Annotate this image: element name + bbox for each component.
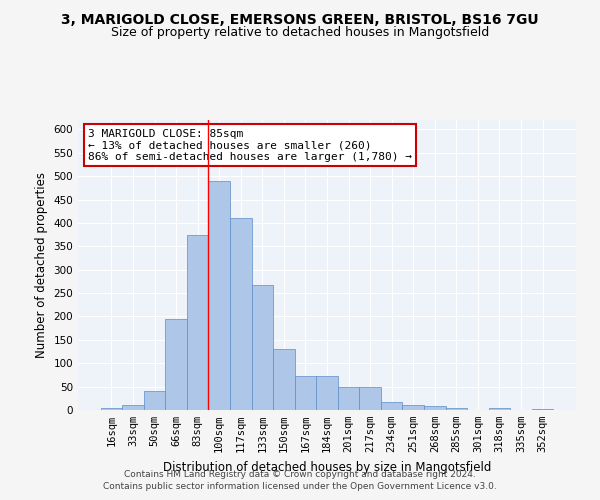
Bar xyxy=(122,406,144,410)
Bar xyxy=(532,409,553,410)
Bar xyxy=(295,376,316,410)
Bar xyxy=(446,408,467,410)
Bar xyxy=(488,408,510,410)
Bar xyxy=(144,392,166,410)
Bar xyxy=(403,406,424,410)
Bar xyxy=(359,386,381,410)
Bar xyxy=(230,218,251,410)
Bar xyxy=(316,376,338,410)
Bar xyxy=(424,406,446,410)
Text: Contains public sector information licensed under the Open Government Licence v3: Contains public sector information licen… xyxy=(103,482,497,491)
Bar xyxy=(338,386,359,410)
Text: Size of property relative to detached houses in Mangotsfield: Size of property relative to detached ho… xyxy=(111,26,489,39)
X-axis label: Distribution of detached houses by size in Mangotsfield: Distribution of detached houses by size … xyxy=(163,460,491,473)
Text: 3, MARIGOLD CLOSE, EMERSONS GREEN, BRISTOL, BS16 7GU: 3, MARIGOLD CLOSE, EMERSONS GREEN, BRIST… xyxy=(61,12,539,26)
Bar xyxy=(273,349,295,410)
Bar xyxy=(166,319,187,410)
Text: Contains HM Land Registry data © Crown copyright and database right 2024.: Contains HM Land Registry data © Crown c… xyxy=(124,470,476,479)
Y-axis label: Number of detached properties: Number of detached properties xyxy=(35,172,48,358)
Bar xyxy=(251,284,273,410)
Bar xyxy=(187,234,208,410)
Text: 3 MARIGOLD CLOSE: 85sqm
← 13% of detached houses are smaller (260)
86% of semi-d: 3 MARIGOLD CLOSE: 85sqm ← 13% of detache… xyxy=(88,128,412,162)
Bar xyxy=(101,408,122,410)
Bar xyxy=(381,402,403,410)
Bar xyxy=(208,181,230,410)
